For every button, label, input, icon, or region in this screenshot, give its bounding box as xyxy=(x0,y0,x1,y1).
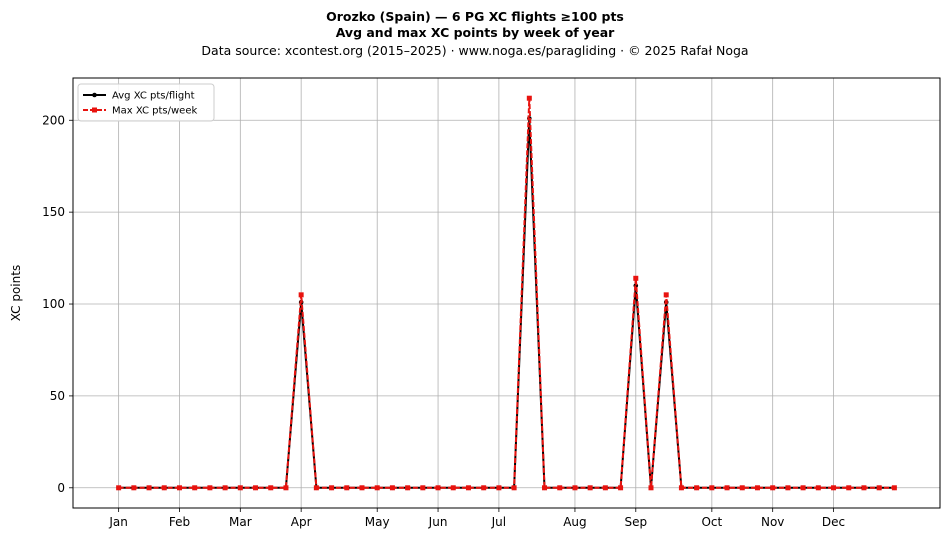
data-point xyxy=(724,485,730,491)
data-point xyxy=(572,485,578,491)
x-tick-label: Jun xyxy=(428,515,448,529)
series-0 xyxy=(116,116,897,491)
data-point xyxy=(694,485,700,491)
data-point xyxy=(222,485,228,491)
chart-source-line: Data source: xcontest.org (2015–2025) · … xyxy=(201,43,749,58)
plot-area-frame xyxy=(72,77,941,509)
x-tick-label: Jul xyxy=(491,515,506,529)
data-point xyxy=(770,485,776,491)
data-point xyxy=(359,485,365,491)
data-point xyxy=(663,292,669,298)
data-point xyxy=(329,485,335,491)
data-point xyxy=(344,485,350,491)
data-point xyxy=(268,485,274,491)
data-point xyxy=(602,485,608,491)
data-point xyxy=(481,485,487,491)
data-point xyxy=(648,485,654,491)
x-tick-label: Aug xyxy=(563,515,586,529)
data-point xyxy=(678,485,684,491)
data-point xyxy=(831,485,837,491)
data-point xyxy=(435,485,441,491)
y-tick-label: 150 xyxy=(42,205,65,219)
y-tick-label: 200 xyxy=(42,113,65,127)
legend-box xyxy=(77,83,215,122)
data-point xyxy=(709,485,715,491)
data-point xyxy=(192,485,198,491)
x-tick-label: Mar xyxy=(229,515,252,529)
data-point xyxy=(420,485,426,491)
chart-subtitle: Avg and max XC points by week of year xyxy=(335,25,615,40)
data-point xyxy=(450,485,456,491)
legend: Avg XC pts/flight Max XC pts/week xyxy=(77,83,215,122)
data-point xyxy=(116,485,122,491)
chart-title: Orozko (Spain) — 6 PG XC flights ≥100 pt… xyxy=(326,9,624,24)
data-point xyxy=(754,485,760,491)
data-point xyxy=(511,485,517,491)
x-axis: Jan Feb Mar Apr May Jun Jul Aug Sep Oct Nov Dec xyxy=(108,508,845,529)
data-point xyxy=(298,292,304,298)
series-line xyxy=(118,117,895,489)
series xyxy=(116,95,897,491)
y-tick-label: 100 xyxy=(42,297,65,311)
data-point xyxy=(283,485,289,491)
series-line xyxy=(118,97,895,489)
data-point xyxy=(557,485,563,491)
legend-label: Max XC pts/week xyxy=(112,106,197,117)
y-tick-label: 0 xyxy=(57,481,65,495)
data-point xyxy=(405,485,411,491)
data-point xyxy=(861,485,867,491)
data-point xyxy=(542,485,548,491)
data-point xyxy=(465,485,471,491)
x-tick-label: Feb xyxy=(169,515,190,529)
data-point xyxy=(876,485,882,491)
legend-marker xyxy=(92,92,97,98)
y-axis-label: XC points xyxy=(9,265,23,321)
x-tick-label: Nov xyxy=(761,515,784,529)
data-point xyxy=(207,485,213,491)
data-point xyxy=(161,485,167,491)
data-point xyxy=(176,485,182,491)
x-tick-label: Dec xyxy=(822,515,845,529)
data-point xyxy=(800,485,806,491)
legend-label: Avg XC pts/flight xyxy=(112,91,195,102)
data-point xyxy=(815,485,821,491)
data-point xyxy=(526,95,532,101)
data-point xyxy=(389,485,395,491)
data-point xyxy=(131,485,137,491)
y-tick-label: 50 xyxy=(50,389,65,403)
data-point xyxy=(618,485,624,491)
data-point xyxy=(237,485,243,491)
data-point xyxy=(146,485,152,491)
data-point xyxy=(739,485,745,491)
data-point xyxy=(785,485,791,491)
data-point xyxy=(633,275,639,281)
y-axis: 0 50 100 150 200 xyxy=(42,113,73,495)
x-tick-label: May xyxy=(365,515,390,529)
data-point xyxy=(313,485,319,491)
data-point xyxy=(891,485,897,491)
data-point xyxy=(587,485,593,491)
x-tick-label: Jan xyxy=(108,515,128,529)
data-point xyxy=(253,485,259,491)
data-point xyxy=(374,485,380,491)
data-point xyxy=(496,485,502,491)
x-tick-label: Apr xyxy=(291,515,312,529)
legend-marker xyxy=(92,107,97,113)
x-tick-label: Sep xyxy=(624,515,647,529)
series-1 xyxy=(116,95,897,491)
grid xyxy=(73,78,940,508)
data-point xyxy=(846,485,852,491)
x-tick-label: Oct xyxy=(701,515,722,529)
